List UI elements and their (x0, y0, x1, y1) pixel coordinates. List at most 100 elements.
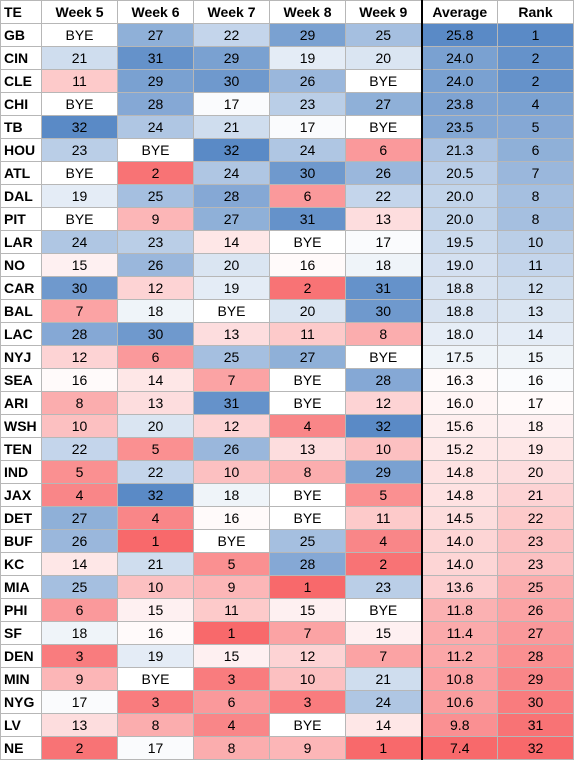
team-label-cell: MIN (0, 667, 42, 691)
week-value-cell: 15 (41, 253, 118, 277)
rank-cell: 8 (497, 184, 574, 208)
team-label-cell: CHI (0, 92, 42, 116)
week-value-cell: 16 (193, 506, 270, 530)
average-cell: 25.8 (420, 23, 498, 47)
week-value-cell: 20 (117, 414, 194, 438)
week-value-cell: 11 (193, 598, 270, 622)
table-row: GB BYE 27 22 29 25 25.8 1 (0, 23, 574, 47)
week-value-cell: 27 (345, 92, 422, 116)
team-label-cell: NYJ (0, 345, 42, 369)
week-value-cell: 2 (345, 552, 422, 576)
week-value-cell: 29 (345, 460, 422, 484)
rank-cell: 15 (497, 345, 574, 369)
week-value-cell: 3 (117, 690, 194, 714)
week-value-cell: 16 (117, 621, 194, 645)
rank-cell: 14 (497, 322, 574, 346)
week-value-cell: 7 (269, 621, 346, 645)
week-value-cell: 28 (193, 184, 270, 208)
week-7-column-header: Week 7 (193, 0, 270, 24)
week-value-cell: 4 (193, 713, 270, 737)
team-label-cell: MIA (0, 575, 42, 599)
week-value-cell: 30 (117, 322, 194, 346)
rank-cell: 26 (497, 598, 574, 622)
week-value-cell: BYE (345, 69, 422, 93)
week-value-cell: 2 (117, 161, 194, 185)
rank-cell: 11 (497, 253, 574, 277)
table-row: KC 14 21 5 28 2 14.0 23 (0, 552, 574, 576)
average-cell: 20.0 (420, 184, 498, 208)
header-row: TE Week 5 Week 6 Week 7 Week 8 Week 9 Av… (0, 0, 574, 24)
week-value-cell: BYE (269, 368, 346, 392)
week-value-cell: 10 (117, 575, 194, 599)
week-value-cell: 17 (117, 736, 194, 760)
rank-cell: 16 (497, 368, 574, 392)
week-value-cell: 31 (345, 276, 422, 300)
table-row: WSH 10 20 12 4 32 15.6 18 (0, 414, 574, 438)
table-row: DAL 19 25 28 6 22 20.0 8 (0, 184, 574, 208)
team-label-cell: HOU (0, 138, 42, 162)
table-row: SF 18 16 1 7 15 11.4 27 (0, 621, 574, 645)
week-value-cell: 27 (193, 207, 270, 231)
average-cell: 16.3 (420, 368, 498, 392)
week-value-cell: 21 (193, 115, 270, 139)
week-value-cell: 25 (345, 23, 422, 47)
week-value-cell: 23 (345, 575, 422, 599)
week-value-cell: BYE (345, 598, 422, 622)
average-cell: 11.8 (420, 598, 498, 622)
week-value-cell: 21 (117, 552, 194, 576)
week-value-cell: BYE (269, 713, 346, 737)
team-column-header: TE (0, 0, 42, 24)
week-value-cell: BYE (193, 529, 270, 553)
week-value-cell: 8 (117, 713, 194, 737)
rank-cell: 17 (497, 391, 574, 415)
week-value-cell: 15 (193, 644, 270, 668)
week-value-cell: BYE (345, 345, 422, 369)
week-value-cell: 1 (345, 736, 422, 760)
average-cell: 23.8 (420, 92, 498, 116)
average-cell: 19.0 (420, 253, 498, 277)
team-label-cell: ARI (0, 391, 42, 415)
week-value-cell: BYE (117, 138, 194, 162)
week-value-cell: 25 (41, 575, 118, 599)
week-value-cell: 4 (41, 483, 118, 507)
week-value-cell: 25 (193, 345, 270, 369)
week-value-cell: 20 (269, 299, 346, 323)
rank-cell: 6 (497, 138, 574, 162)
week-value-cell: 8 (41, 391, 118, 415)
week-value-cell: 10 (193, 460, 270, 484)
week-value-cell: 6 (269, 184, 346, 208)
table-row: IND 5 22 10 8 29 14.8 20 (0, 460, 574, 484)
team-label-cell: CLE (0, 69, 42, 93)
week-value-cell: 26 (269, 69, 346, 93)
table-row: LAC 28 30 13 11 8 18.0 14 (0, 322, 574, 346)
team-label-cell: DET (0, 506, 42, 530)
team-label-cell: WSH (0, 414, 42, 438)
rank-cell: 5 (497, 115, 574, 139)
week-value-cell: 19 (117, 644, 194, 668)
rank-cell: 32 (497, 736, 574, 760)
week-value-cell: 28 (117, 92, 194, 116)
week-value-cell: 32 (41, 115, 118, 139)
average-cell: 18.8 (420, 276, 498, 300)
week-value-cell: BYE (41, 207, 118, 231)
week-value-cell: 1 (193, 621, 270, 645)
week-value-cell: 26 (193, 437, 270, 461)
week-value-cell: 27 (117, 23, 194, 47)
average-cell: 14.8 (420, 460, 498, 484)
week-value-cell: 13 (345, 207, 422, 231)
average-cell: 14.8 (420, 483, 498, 507)
week-value-cell: 13 (193, 322, 270, 346)
rank-cell: 21 (497, 483, 574, 507)
rank-cell: 2 (497, 46, 574, 70)
week-value-cell: 15 (269, 598, 346, 622)
table-row: ATL BYE 2 24 30 26 20.5 7 (0, 161, 574, 185)
rank-cell: 23 (497, 552, 574, 576)
week-value-cell: 25 (117, 184, 194, 208)
week-value-cell: 28 (41, 322, 118, 346)
week-value-cell: 4 (269, 414, 346, 438)
week-value-cell: 29 (193, 46, 270, 70)
week-value-cell: 13 (117, 391, 194, 415)
week-value-cell: 24 (269, 138, 346, 162)
week-value-cell: 11 (41, 69, 118, 93)
week-value-cell: 10 (269, 667, 346, 691)
